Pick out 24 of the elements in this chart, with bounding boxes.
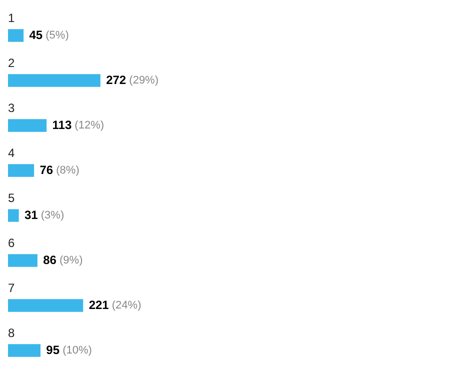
bar (8, 119, 47, 132)
data-label: 272 (29%) (106, 72, 159, 87)
bar (8, 344, 40, 357)
data-label: 221 (24%) (88, 298, 142, 312)
y-tick-label: 8 (8, 326, 15, 340)
y-tick-label: 4 (8, 146, 15, 160)
y-tick-label: 5 (8, 190, 15, 205)
bar (8, 74, 100, 87)
y-tick-label: 3 (8, 100, 15, 115)
data-label: 76 (8%) (40, 162, 80, 177)
data-label: 31 (3%) (24, 208, 64, 222)
bar (8, 209, 19, 222)
y-tick-label: 7 (8, 280, 15, 295)
y-tick-label: 1 (8, 10, 15, 25)
y-tick-label: 2 (8, 56, 15, 70)
y-tick-label: 6 (8, 236, 15, 250)
bar (8, 29, 24, 42)
data-label: 95 (10%) (46, 342, 92, 357)
data-label: 86 (9%) (43, 252, 83, 267)
bar (8, 299, 84, 312)
data-label: 45 (5%) (29, 28, 69, 42)
data-label: 113 (12%) (52, 118, 104, 132)
bar (8, 164, 34, 177)
bar (8, 254, 38, 267)
